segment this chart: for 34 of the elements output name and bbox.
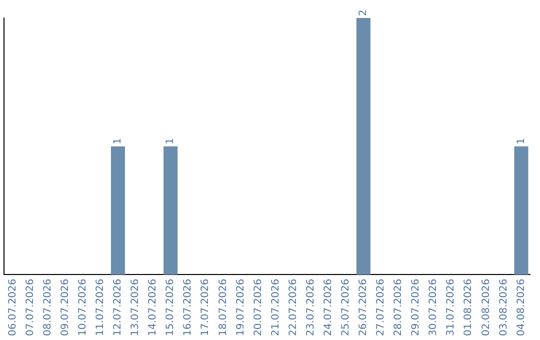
x-tick-label: 25.07.2026	[340, 278, 352, 336]
x-tick-label: 09.07.2026	[60, 278, 71, 336]
x-tick-label: 02.08.2026	[480, 278, 492, 336]
x-tick-label: 04.08.2026	[516, 278, 527, 336]
x-tick-label: 30.07.2026	[428, 278, 440, 336]
x-tick-label: 15.07.2026	[165, 278, 176, 336]
x-tick-label: 26.07.2026	[358, 278, 370, 336]
x-tick-label: 03.08.2026	[498, 278, 510, 336]
x-tick-label: 16.07.2026	[182, 278, 194, 336]
x-tick-label: 19.07.2026	[235, 278, 246, 336]
x-tick-label: 31.07.2026	[446, 278, 457, 336]
x-tick-label: 29.07.2026	[410, 278, 422, 336]
x-tick-label: 21.07.2026	[270, 278, 282, 336]
x-tick-label: 14.07.2026	[148, 278, 159, 336]
x-tick-label: 18.07.2026	[218, 278, 229, 336]
x-tick-label: 22.07.2026	[288, 278, 299, 336]
x-tick-label: 23.07.2026	[305, 278, 316, 336]
x-tick-label: 17.07.2026	[200, 278, 212, 336]
x-tick-label: 27.07.2026	[376, 278, 387, 336]
x-tick-label: 13.07.2026	[130, 278, 142, 336]
x-tick-label: 07.07.2026	[24, 278, 36, 336]
data-label: 1	[112, 138, 124, 144]
x-tick-label: 11.07.2026	[95, 278, 106, 336]
x-tick-label: 20.07.2026	[252, 278, 264, 336]
data-label: 1	[165, 138, 176, 144]
data-label: 1	[516, 138, 527, 144]
x-tick-label: 28.07.2026	[393, 278, 404, 336]
x-tick-label: 12.07.2026	[112, 278, 124, 336]
data-label: 2	[358, 10, 370, 16]
x-tick-label: 10.07.2026	[77, 278, 88, 336]
x-tick-label: 08.07.2026	[42, 278, 54, 336]
x-tick-label: 01.08.2026	[463, 278, 474, 336]
x-tick-label: 06.07.2026	[7, 278, 18, 336]
x-tick-label: 24.07.2026	[322, 278, 334, 336]
